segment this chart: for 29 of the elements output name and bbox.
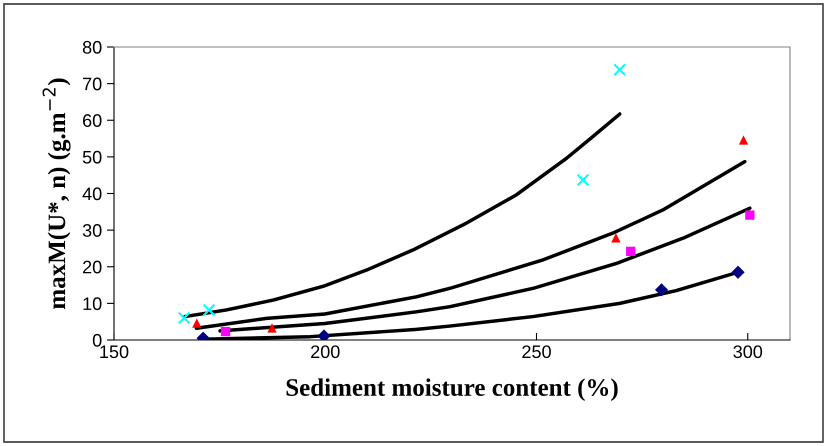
point — [654, 283, 668, 296]
point — [202, 304, 216, 316]
point — [626, 246, 636, 256]
point — [178, 312, 191, 324]
x-axis-title: Sediment moisture content (%) — [286, 378, 618, 402]
y-tick-label: 30 — [82, 224, 102, 237]
y-tick-label: 20 — [83, 260, 102, 274]
x-tick-label: 300 — [733, 345, 762, 358]
y-axis-title: maxM(U*, n) (g.m$^{−2}$) — [42, 78, 71, 309]
point — [576, 174, 590, 186]
x-tick-label: 200 — [311, 345, 340, 358]
point — [611, 233, 621, 242]
y-tick-label: 50 — [82, 150, 102, 164]
x-tick-label: 150 — [100, 345, 128, 358]
y-tick-label: 80 — [82, 40, 102, 54]
point — [267, 323, 277, 333]
y-tick-label: 10 — [83, 297, 102, 310]
point — [220, 326, 230, 336]
y-tick-label: 40 — [82, 187, 102, 200]
x-tick-label: 250 — [522, 345, 551, 358]
point — [731, 266, 745, 279]
point — [745, 210, 755, 220]
y-tick-label: 0 — [92, 334, 102, 347]
y-tick-label: 70 — [83, 78, 102, 90]
point — [192, 318, 202, 328]
point — [613, 63, 626, 76]
line-series — [183, 112, 622, 318]
point — [738, 135, 748, 145]
y-tick-label: 60 — [83, 114, 102, 127]
